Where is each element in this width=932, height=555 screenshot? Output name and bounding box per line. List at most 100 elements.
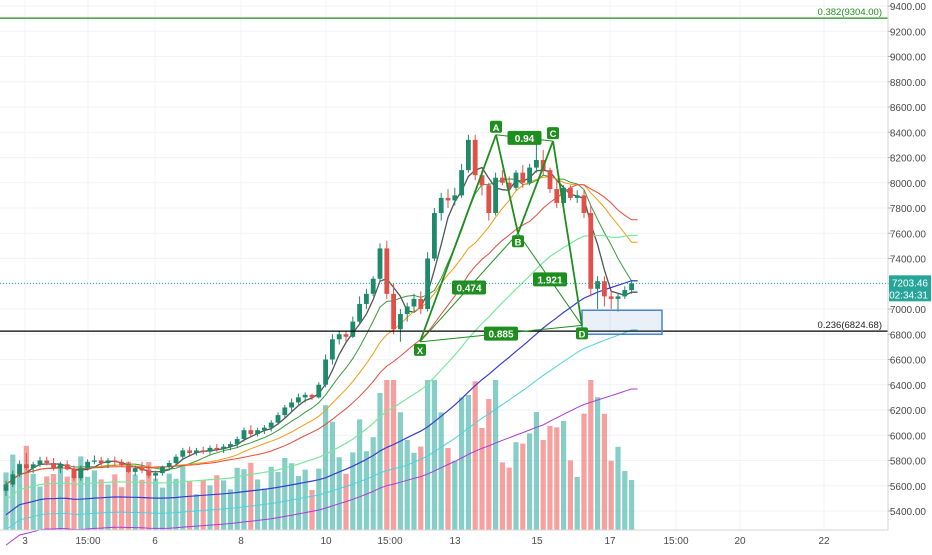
candle-down[interactable] [486,185,492,214]
candle-down[interactable] [500,177,505,183]
candle-down[interactable] [146,470,152,476]
candle-up[interactable] [411,298,417,307]
candle-down[interactable] [343,334,349,337]
candle-up[interactable] [574,195,580,198]
candle-down[interactable] [24,464,29,469]
candle-up[interactable] [221,446,226,450]
candle-up[interactable] [459,170,464,196]
candle-down[interactable] [520,172,526,183]
candle-down[interactable] [418,298,424,309]
candle-up[interactable] [370,278,376,294]
volume-bar-up [465,395,471,530]
candle-up[interactable] [275,415,281,423]
candle-up[interactable] [85,461,90,469]
candle-up[interactable] [180,450,186,457]
candle-down[interactable] [588,213,594,289]
candle-up[interactable] [452,195,458,201]
candle-up[interactable] [166,463,172,467]
candle-down[interactable] [112,460,118,462]
candle-down[interactable] [51,463,56,469]
candle-up[interactable] [262,427,267,431]
candle-down[interactable] [139,468,145,471]
candle-up[interactable] [561,187,566,203]
candle-up[interactable] [425,258,430,310]
candle-up[interactable] [316,384,322,398]
candle-down[interactable] [554,189,560,203]
candle-down[interactable] [384,248,390,294]
candle-down[interactable] [64,464,70,470]
candle-up[interactable] [466,139,471,171]
candle-down[interactable] [547,170,553,190]
candle-up[interactable] [194,450,199,453]
candle-up[interactable] [241,430,247,440]
candle-down[interactable] [248,430,254,434]
volume-bar-up [193,494,199,530]
candle-up[interactable] [323,359,328,385]
candle-down[interactable] [581,195,587,214]
candle-up[interactable] [132,468,138,472]
candle-up[interactable] [398,314,403,330]
candle-up[interactable] [268,422,274,428]
candle-up[interactable] [30,464,36,469]
candle-up[interactable] [615,296,621,299]
candle-up[interactable] [10,474,16,485]
candle-up[interactable] [438,197,444,214]
candle-down[interactable] [445,197,451,201]
moving-average-line [5,388,638,546]
candle-up[interactable] [364,293,369,304]
candle-down[interactable] [479,175,485,186]
candle-down[interactable] [506,182,512,188]
candle-up[interactable] [105,460,111,464]
candle-down[interactable] [602,281,607,297]
candle-up[interactable] [302,394,308,398]
candle-up[interactable] [255,430,260,434]
candle-down[interactable] [98,460,104,464]
candle-up[interactable] [432,213,437,259]
candle-down[interactable] [119,461,124,466]
candle-down[interactable] [309,394,315,398]
candle-down[interactable] [71,469,77,479]
candle-down[interactable] [187,450,192,453]
candle-down[interactable] [214,447,220,450]
candle-up[interactable] [513,172,519,188]
candle-up[interactable] [330,339,335,360]
candle-up[interactable] [92,460,97,462]
volume-bar-up [329,421,335,530]
candle-up[interactable] [17,464,22,475]
candle-up[interactable] [58,464,63,469]
candle-up[interactable] [622,290,628,297]
candle-down[interactable] [126,465,131,472]
candle-up[interactable] [629,283,634,291]
candle-up[interactable] [296,397,301,403]
candle-up[interactable] [78,468,84,479]
volume-bar-up [370,437,376,530]
candle-down[interactable] [200,450,206,452]
candle-up[interactable] [160,466,165,474]
candle-up[interactable] [534,160,539,168]
candle-down[interactable] [472,139,478,176]
volume-bar-up [282,458,288,530]
candle-up[interactable] [377,248,383,279]
candle-down[interactable] [568,187,573,198]
candle-up[interactable] [493,177,498,214]
candle-up[interactable] [3,484,9,491]
candle-up[interactable] [527,167,532,183]
candle-up[interactable] [173,456,179,464]
candle-up[interactable] [153,473,158,476]
candle-up[interactable] [336,334,342,340]
candle-up[interactable] [234,439,240,445]
target-zone[interactable] [581,309,663,336]
candle-up[interactable] [289,402,294,408]
candle-up[interactable] [228,444,233,447]
candle-up[interactable] [37,460,43,465]
candle-up[interactable] [404,306,410,315]
candle-down[interactable] [391,293,396,330]
candle-up[interactable] [357,303,362,322]
candle-up[interactable] [350,321,356,337]
candle-up[interactable] [282,407,288,416]
candle-up[interactable] [207,447,213,452]
candle-down[interactable] [608,296,614,299]
candle-up[interactable] [595,281,600,289]
candle-down[interactable] [44,460,50,464]
